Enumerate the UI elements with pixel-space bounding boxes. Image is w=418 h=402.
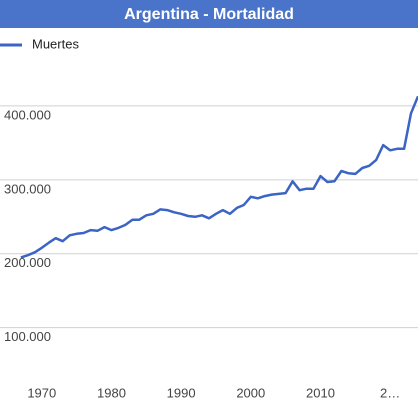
chart-title: Argentina - Mortalidad: [124, 6, 294, 23]
y-tick-label: 400.000: [4, 107, 51, 122]
title-bar: [0, 0, 418, 28]
series-line: [20, 95, 418, 259]
x-tick-label: 2000: [236, 385, 265, 400]
y-tick-label: 100.000: [4, 329, 51, 344]
legend-label: Muertes: [32, 36, 79, 51]
x-tick-label: 2…: [380, 385, 400, 400]
y-tick-label: 200.000: [4, 255, 51, 270]
x-tick-label: 1970: [27, 385, 56, 400]
x-tick-label: 1980: [97, 385, 126, 400]
y-tick-label: 300.000: [4, 181, 51, 196]
x-tick-label: 2010: [306, 385, 335, 400]
x-tick-label: 1990: [167, 385, 196, 400]
